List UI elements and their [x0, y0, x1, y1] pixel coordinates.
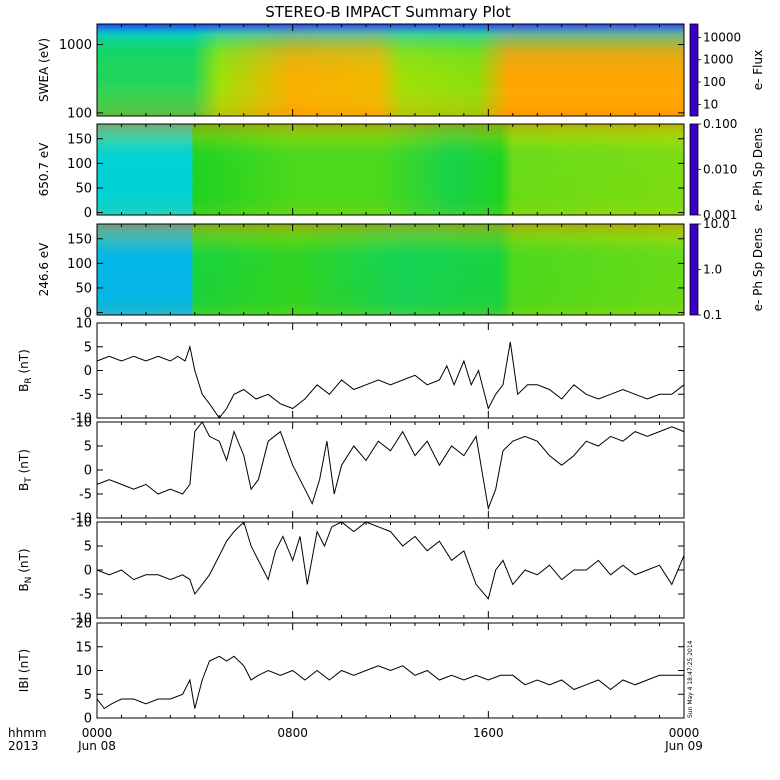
y-axis-label: BT (nT) [17, 449, 34, 491]
colorbar [689, 23, 699, 117]
time-axis-label-hhmm: hhmm [8, 726, 47, 740]
y-tick-label: 10 [75, 317, 92, 332]
y-tick-label: 5 [84, 688, 92, 703]
y-tick-label: 5 [84, 440, 92, 455]
panel-frame [96, 421, 685, 519]
colorbar-tick-label: 0.1 [703, 308, 722, 322]
time-tick-label: 0800 [277, 726, 308, 740]
colorbar-label: e- Ph Sp Dens [751, 228, 765, 312]
y-axis-label: 246.6 eV [37, 242, 51, 297]
panel-7: IBI (nT) 20 15 10 5 0 [17, 617, 685, 727]
y-tick-label: 1000 [59, 38, 92, 53]
y-tick-label: -5 [79, 388, 92, 403]
time-axis-label-year: 2013 [8, 739, 39, 753]
y-tick-label: 50 [75, 181, 92, 196]
heatmap-shading [97, 224, 684, 315]
colorbar-tick-label: 10.0 [703, 217, 730, 231]
field-trace [96, 341, 685, 419]
y-axis-label: 650.7 eV [37, 142, 51, 197]
colorbar [689, 123, 699, 216]
y-tick-label: 10 [75, 416, 92, 431]
time-tick-label: 0000 [669, 726, 700, 740]
plot-timestamp: Sun May 4 18:47:25 2014 [687, 640, 694, 718]
colorbar [689, 223, 699, 316]
y-tick-label: 0 [84, 306, 92, 321]
panel-2: 0.100 0.010 0.001 e- Ph Sp Dens 150 100 50 0 650… [37, 117, 765, 222]
panel-6: BN (nT) 10 5 0 -5 -10 [17, 516, 685, 627]
colorbar-tick-label: 1.0 [703, 263, 722, 277]
heatmap-shading [97, 24, 684, 116]
date-tick-label: Jun 09 [664, 739, 703, 753]
date-tick-label: Jun 08 [77, 739, 116, 753]
y-tick-label: 50 [75, 281, 92, 296]
y-axis-label: BR (nT) [17, 349, 34, 392]
y-tick-label: 100 [67, 257, 92, 272]
y-tick-label: 150 [67, 132, 92, 147]
colorbar-tick-label: 0.010 [703, 163, 737, 177]
colorbar-tick-label: 10 [703, 97, 718, 111]
field-trace [96, 421, 685, 511]
y-tick-label: -10 [71, 612, 92, 627]
y-tick-label: 20 [75, 617, 92, 632]
y-tick-label: 0 [84, 464, 92, 479]
colorbar-tick-label: 1000 [703, 53, 734, 67]
y-tick-label: 15 [75, 640, 92, 655]
y-tick-label: 0 [84, 712, 92, 727]
panel-5: BT (nT) 10 5 0 -5 -10 [17, 416, 685, 527]
y-tick-label: 0 [84, 206, 92, 221]
heatmap-shading [97, 124, 684, 215]
plot-title: STEREO-B IMPACT Summary Plot [265, 3, 511, 21]
colorbar-tick-label: 0.100 [703, 117, 737, 131]
y-axis-label: BN (nT) [17, 548, 34, 591]
y-tick-label: 0 [84, 364, 92, 379]
panel-1: 10000 1000 100 10 e- Flux 1000 100 SWEA (eV) [37, 23, 765, 121]
y-axis-label: IBI (nT) [17, 649, 31, 692]
time-tick-label: 0000 [82, 726, 113, 740]
y-axis-label: SWEA (eV) [37, 38, 51, 102]
y-tick-label: 5 [84, 540, 92, 555]
panel-frame [96, 521, 685, 619]
y-tick-label: -5 [79, 488, 92, 503]
y-tick-label: 5 [84, 340, 92, 355]
y-tick-label: 0 [84, 564, 92, 579]
y-tick-label: 150 [67, 232, 92, 247]
y-tick-label: -10 [71, 512, 92, 527]
y-tick-label: 100 [67, 106, 92, 121]
y-tick-label: 100 [67, 157, 92, 172]
colorbar-label: e- Flux [751, 50, 765, 90]
colorbar-tick-label: 0.001 [703, 208, 737, 222]
y-tick-label: -5 [79, 588, 92, 603]
y-tick-label: 10 [75, 516, 92, 531]
colorbar-label: e- Ph Sp Dens [751, 128, 765, 212]
field-trace [96, 521, 685, 600]
time-tick-label: 1600 [473, 726, 504, 740]
panel-4: BR (nT) 10 5 0 -5 -10 [17, 317, 685, 427]
panel-3: 10.0 1.0 0.1 e- Ph Sp Dens 150 100 50 0 246.6 eV [37, 217, 765, 322]
y-tick-label: 10 [75, 664, 92, 679]
y-tick-label: -10 [71, 412, 92, 427]
panel-frame [96, 322, 685, 419]
field-trace [96, 655, 684, 710]
colorbar-tick-label: 100 [703, 75, 726, 89]
colorbar-tick-label: 10000 [703, 30, 741, 44]
